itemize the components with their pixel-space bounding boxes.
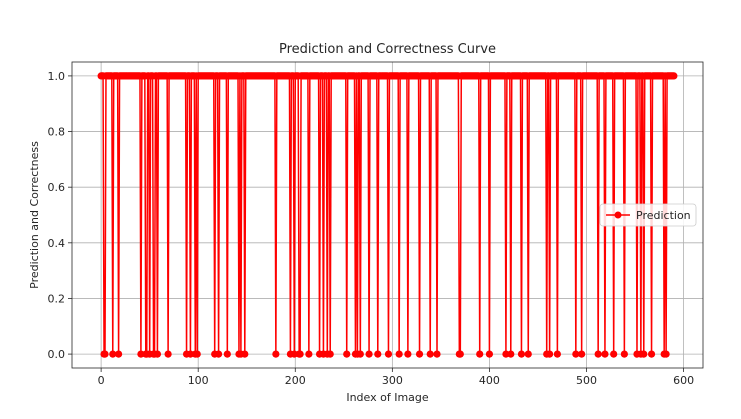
data-point	[164, 350, 172, 358]
y-tick-label: 0.2	[48, 292, 66, 305]
data-point	[153, 350, 162, 358]
data-point	[610, 350, 618, 358]
y-tick-label: 0.4	[48, 237, 66, 250]
data-point	[223, 350, 231, 358]
data-point	[620, 350, 628, 358]
y-tick-label: 0.8	[48, 126, 66, 139]
y-tick-label: 1.0	[48, 70, 66, 83]
data-point	[356, 350, 364, 358]
x-tick-label: 600	[673, 374, 694, 387]
data-point	[546, 350, 554, 358]
data-point	[305, 350, 313, 358]
data-point	[601, 350, 609, 358]
data-point	[343, 350, 351, 358]
data-point	[326, 350, 334, 358]
data-point	[485, 350, 494, 358]
y-tick-label: 0.6	[48, 181, 66, 194]
x-tick-label: 0	[98, 374, 105, 387]
data-point	[272, 350, 280, 358]
data-point	[415, 350, 424, 358]
y-axis-ticks: 0.0 0.2 0.4 0.6 0.8 1.0	[48, 70, 72, 361]
series-layer	[97, 72, 678, 358]
x-axis-ticks: 0 100 200 300 400 500 600	[98, 368, 694, 387]
legend-label-prediction: Prediction	[636, 209, 691, 222]
data-point	[101, 350, 109, 358]
data-point	[594, 350, 602, 358]
x-tick-label: 500	[576, 374, 597, 387]
data-point	[365, 350, 373, 358]
chart-title: Prediction and Correctness Curve	[279, 42, 496, 57]
series-line-prediction	[101, 75, 674, 355]
data-point	[456, 350, 464, 358]
data-point	[384, 350, 393, 358]
data-point	[214, 350, 223, 358]
data-point	[426, 350, 434, 358]
data-point	[476, 350, 484, 358]
data-point	[193, 350, 201, 358]
legend-marker-icon	[614, 211, 622, 219]
data-point	[517, 350, 526, 358]
data-point	[553, 350, 561, 358]
data-point	[404, 350, 412, 358]
y-axis-label: Prediction and Correctness	[28, 141, 41, 289]
x-tick-label: 400	[479, 374, 500, 387]
data-point	[524, 350, 532, 358]
x-tick-label: 100	[188, 374, 209, 387]
data-point	[241, 350, 249, 358]
data-point	[395, 350, 403, 358]
data-point	[578, 350, 586, 358]
data-point	[670, 72, 678, 80]
data-point	[662, 350, 670, 358]
data-point	[640, 350, 648, 358]
data-point	[109, 350, 117, 358]
data-point	[647, 350, 656, 358]
x-tick-label: 200	[285, 374, 306, 387]
data-point	[296, 350, 304, 358]
data-point	[433, 350, 441, 358]
legend: Prediction	[599, 203, 697, 227]
x-tick-label: 300	[382, 374, 403, 387]
y-tick-label: 0.0	[48, 348, 66, 361]
data-point	[374, 350, 382, 358]
legend-box	[599, 203, 697, 227]
data-point	[115, 350, 123, 358]
x-axis-label: Index of Image	[346, 391, 429, 404]
plot-frame	[71, 61, 704, 369]
data-point	[507, 350, 515, 358]
data-point	[572, 350, 580, 358]
